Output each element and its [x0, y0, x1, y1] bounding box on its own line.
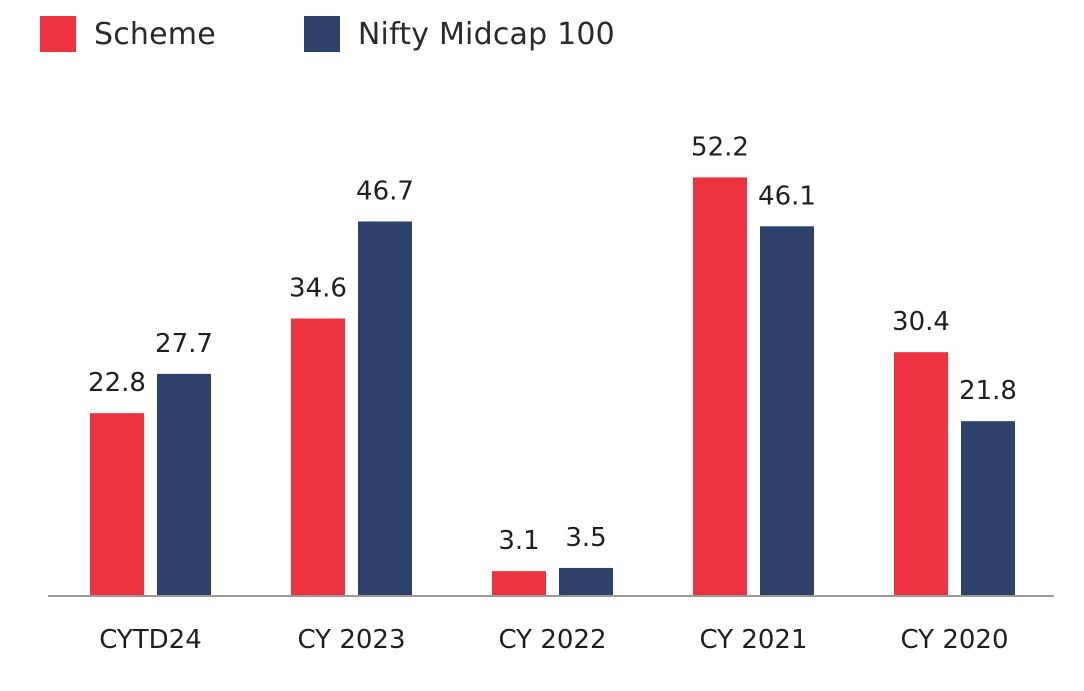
data-label-nifty-midcap-100-3: 46.1: [758, 181, 816, 211]
data-label-scheme-0: 22.8: [88, 368, 146, 398]
bar-nifty-midcap-100-0: [157, 373, 211, 596]
bar-scheme-2: [492, 571, 546, 596]
legend-swatch-nifty-midcap-100: [303, 16, 340, 52]
bar-scheme-0: [90, 413, 144, 596]
legend-item-nifty-midcap-100: Nifty Midcap 100: [303, 16, 615, 52]
bar-scheme-3: [693, 177, 747, 596]
x-tick-label-0: CYTD24: [99, 625, 202, 655]
data-label-nifty-midcap-100-0: 27.7: [155, 329, 213, 359]
data-label-scheme-2: 3.1: [498, 526, 539, 556]
legend-label-nifty-midcap-100: Nifty Midcap 100: [357, 16, 615, 52]
bar-scheme-1: [291, 318, 345, 596]
bar-nifty-midcap-100-3: [760, 226, 814, 596]
data-label-scheme-4: 30.4: [892, 307, 950, 337]
x-tick-label-2: CY 2022: [498, 625, 606, 655]
data-label-scheme-3: 52.2: [691, 132, 749, 162]
data-label-nifty-midcap-100-1: 46.7: [356, 176, 414, 206]
bar-scheme-4: [894, 352, 948, 596]
legend-label-scheme: Scheme: [94, 16, 216, 52]
legend-item-scheme: Scheme: [40, 16, 216, 52]
legend: Scheme Nifty Midcap 100: [40, 14, 703, 54]
data-label-nifty-midcap-100-4: 21.8: [959, 376, 1017, 406]
bar-nifty-midcap-100-2: [559, 567, 613, 596]
bar-nifty-midcap-100-4: [961, 421, 1015, 596]
x-tick-label-3: CY 2021: [699, 625, 807, 655]
legend-swatch-scheme: [40, 16, 76, 52]
x-tick-label-4: CY 2020: [900, 625, 1008, 655]
bar-nifty-midcap-100-1: [358, 221, 412, 596]
x-tick-label-1: CY 2023: [297, 625, 405, 655]
data-label-nifty-midcap-100-2: 3.5: [565, 523, 606, 553]
data-label-scheme-1: 34.6: [289, 274, 347, 304]
